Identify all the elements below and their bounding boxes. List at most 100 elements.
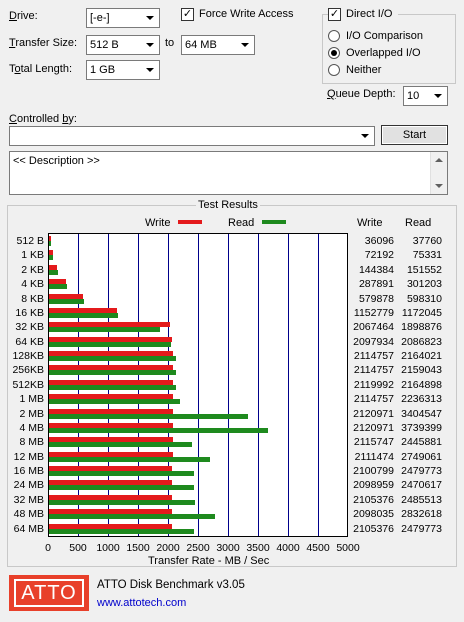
transfer-size-from-value: 512 B bbox=[90, 39, 119, 51]
size-label: 8 MB bbox=[19, 436, 44, 449]
start-button[interactable]: Start bbox=[381, 125, 448, 145]
read-value: 37760 bbox=[412, 235, 442, 247]
read-bar bbox=[49, 528, 195, 534]
write-value: 2100799 bbox=[353, 465, 394, 478]
write-value: 2098035 bbox=[353, 508, 394, 521]
x-tick-label: 3000 bbox=[216, 542, 240, 554]
controlled-by-select[interactable] bbox=[9, 126, 375, 146]
write-value: 2105376 bbox=[353, 522, 394, 535]
gridline bbox=[258, 234, 259, 536]
total-length-select[interactable]: 1 GB bbox=[86, 60, 160, 80]
direct-io-checkbox[interactable]: ✓ bbox=[328, 8, 341, 21]
transfer-size-to-select[interactable]: 64 MB bbox=[181, 35, 255, 55]
write-value: 2105376 bbox=[353, 493, 394, 506]
read-bar bbox=[49, 384, 176, 390]
neither-radio[interactable] bbox=[328, 64, 340, 76]
write-value: 287891 bbox=[358, 278, 394, 291]
size-label: 32 MB bbox=[13, 493, 44, 506]
size-label: 48 MB bbox=[13, 508, 44, 521]
read-value: 2086823 bbox=[401, 335, 442, 348]
x-tick-label: 1500 bbox=[126, 542, 150, 554]
read-value: 2832618 bbox=[401, 508, 442, 521]
write-bar bbox=[49, 365, 173, 371]
write-legend-label: Write bbox=[145, 217, 171, 229]
write-bar bbox=[49, 509, 172, 515]
write-bar bbox=[49, 264, 58, 270]
read-bar bbox=[49, 284, 67, 290]
read-bar bbox=[49, 341, 172, 347]
size-label: 16 KB bbox=[15, 306, 44, 319]
read-value: 2479773 bbox=[401, 522, 442, 535]
io-comparison-radio[interactable] bbox=[328, 30, 340, 42]
write-value: 2097934 bbox=[353, 335, 394, 348]
radio-dot-icon bbox=[331, 50, 337, 56]
x-tick-label: 4500 bbox=[306, 542, 330, 554]
x-tick-label: 2000 bbox=[156, 542, 180, 554]
size-label: 16 MB bbox=[13, 465, 44, 478]
write-value: 36096 bbox=[364, 235, 394, 247]
read-value: 2445881 bbox=[401, 436, 442, 449]
drive-label: Drive: bbox=[9, 10, 38, 22]
gridline bbox=[318, 234, 319, 536]
write-bar bbox=[49, 322, 171, 328]
read-bar bbox=[49, 514, 215, 520]
read-value: 2164898 bbox=[401, 378, 442, 391]
overlapped-io-radio[interactable] bbox=[328, 47, 340, 59]
size-label: 1 KB bbox=[21, 249, 44, 262]
test-results-title: Test Results bbox=[196, 199, 260, 211]
transfer-size-to-label: to bbox=[165, 37, 175, 49]
size-label: 512KB bbox=[12, 378, 44, 391]
description-textarea[interactable]: << Description >> bbox=[9, 151, 448, 195]
write-value: 2120971 bbox=[353, 407, 394, 420]
chevron-down-icon bbox=[357, 128, 373, 144]
size-label: 512 B bbox=[16, 235, 44, 247]
write-value: 2111474 bbox=[354, 450, 394, 463]
write-bar bbox=[49, 451, 173, 457]
read-value: 2159043 bbox=[401, 364, 442, 377]
transfer-size-label: Transfer Size: bbox=[9, 37, 78, 49]
force-write-checkbox[interactable]: ✓ bbox=[181, 8, 194, 21]
website-link[interactable]: www.attotech.com bbox=[97, 597, 187, 609]
write-value: 2114757 bbox=[353, 350, 394, 363]
read-value: 2485513 bbox=[401, 493, 442, 506]
read-value: 1172045 bbox=[401, 306, 442, 319]
write-bar bbox=[49, 236, 52, 241]
x-tick-label: 0 bbox=[45, 542, 51, 554]
checkmark-icon: ✓ bbox=[329, 8, 340, 20]
size-label: 4 KB bbox=[21, 278, 44, 291]
queue-depth-select[interactable]: 10 bbox=[403, 86, 448, 106]
read-legend-swatch bbox=[262, 220, 286, 224]
read-value: 1898876 bbox=[401, 321, 442, 334]
overlapped-io-label: Overlapped I/O bbox=[346, 47, 421, 59]
x-axis-title: Transfer Rate - MB / Sec bbox=[148, 555, 270, 567]
write-value: 2115747 bbox=[353, 436, 394, 449]
transfer-size-to-value: 64 MB bbox=[185, 39, 217, 51]
size-label: 2 KB bbox=[21, 263, 44, 276]
read-bar bbox=[49, 499, 195, 505]
size-label: 12 MB bbox=[13, 450, 44, 463]
read-value: 151552 bbox=[406, 263, 442, 276]
write-value: 1152779 bbox=[353, 306, 394, 319]
chevron-down-icon bbox=[142, 37, 158, 53]
chevron-down-icon bbox=[142, 10, 158, 26]
size-label: 128KB bbox=[12, 350, 44, 363]
write-bar bbox=[49, 466, 173, 472]
gridline bbox=[288, 234, 289, 536]
write-value: 2114757 bbox=[353, 364, 394, 377]
write-value: 2098959 bbox=[353, 479, 394, 492]
write-value: 144384 bbox=[358, 263, 394, 276]
direct-io-header bbox=[328, 6, 398, 20]
write-value: 2067464 bbox=[353, 321, 394, 334]
read-bar bbox=[49, 269, 58, 275]
read-value: 75331 bbox=[412, 249, 442, 262]
x-tick-label: 5000 bbox=[336, 542, 360, 554]
drive-select[interactable]: [-e-] bbox=[86, 8, 160, 28]
write-bar bbox=[49, 480, 172, 486]
description-scrollbar[interactable] bbox=[430, 152, 447, 194]
transfer-size-from-select[interactable]: 512 B bbox=[86, 35, 160, 55]
controlled-by-label: Controlled by: bbox=[9, 113, 77, 125]
size-label: 64 MB bbox=[13, 522, 44, 535]
read-bar bbox=[49, 255, 54, 261]
scroll-down-icon bbox=[435, 184, 443, 188]
x-tick-label: 3500 bbox=[246, 542, 270, 554]
